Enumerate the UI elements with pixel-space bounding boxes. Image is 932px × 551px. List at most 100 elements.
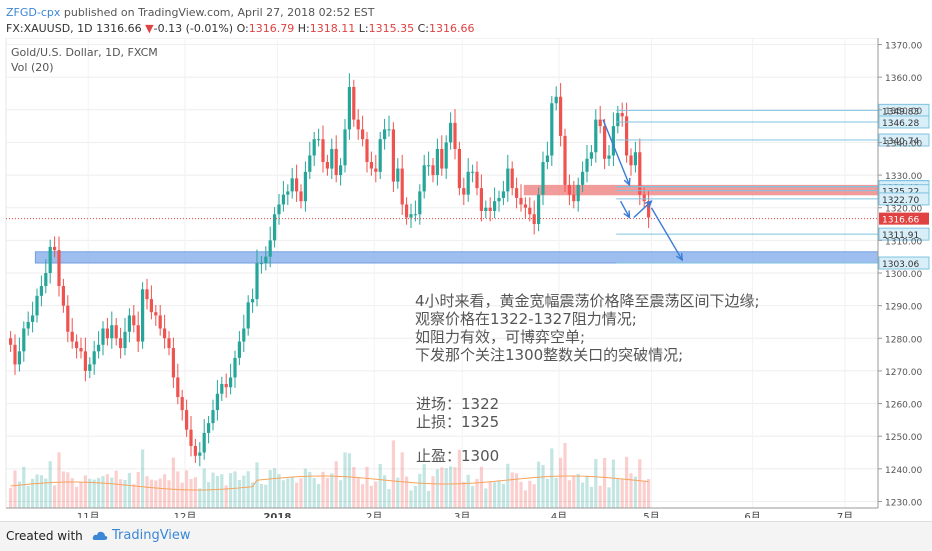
candle-body <box>497 197 501 202</box>
candle-body <box>356 119 360 130</box>
candle-body <box>114 325 118 339</box>
candle-body <box>576 184 580 202</box>
volume-bar <box>532 484 536 508</box>
volume-bar <box>167 480 171 508</box>
y-tick-label: 1270.00 <box>885 368 922 378</box>
volume-bar <box>48 461 52 508</box>
symbol-label: FX:XAUUSD, 1D <box>6 22 93 35</box>
candle-body <box>598 119 602 127</box>
tradingview-brand-link[interactable]: TradingView <box>112 528 191 543</box>
volume-bar <box>488 481 492 508</box>
volume-bar <box>79 482 83 508</box>
close-value: 1316.66 <box>428 22 475 35</box>
candle-body <box>171 348 175 378</box>
candle-body <box>616 113 620 127</box>
candle-body <box>493 201 497 211</box>
candle-body <box>559 96 563 136</box>
candle-body <box>422 165 426 192</box>
open-label: O: <box>236 22 249 35</box>
author-link[interactable]: ZFGD-cpx <box>6 6 61 19</box>
candle-body <box>92 351 96 365</box>
volume-bar <box>229 473 233 508</box>
volume-bar <box>541 465 545 508</box>
candle-body <box>638 152 642 195</box>
volume-bar <box>620 479 624 508</box>
candle-body <box>418 191 422 215</box>
candle-body <box>449 122 453 143</box>
volume-bar <box>308 472 312 508</box>
y-tick-label: 1230.00 <box>885 498 922 508</box>
candle-body <box>53 246 57 251</box>
volume-bar <box>26 485 30 508</box>
candle-body <box>594 119 598 153</box>
volume-bar <box>616 478 620 508</box>
volume-bar <box>510 472 514 508</box>
volume-bar <box>132 484 136 508</box>
volume-bar <box>114 470 118 508</box>
volume-bar <box>589 486 593 508</box>
candle-body <box>286 191 290 195</box>
candle-body <box>264 256 268 264</box>
ohlc-line: FX:XAUUSD, 1D 1316.66 ▼-0.13 (-0.01%) O:… <box>6 22 474 35</box>
candle-body <box>70 331 74 342</box>
candle-body <box>541 162 545 195</box>
candle-body <box>325 162 329 169</box>
annotation-line-2: 观察价格在1322-1327阻力情况; <box>415 310 637 328</box>
volume-bar <box>277 474 281 508</box>
candle-body <box>163 328 167 339</box>
candle-body <box>462 188 466 195</box>
price-chart[interactable]: 1349.831346.281340.741326.501326.431325.… <box>0 37 932 523</box>
volume-bar <box>136 472 140 508</box>
candle-body <box>339 165 343 176</box>
y-tick-label: 1320.00 <box>885 205 922 215</box>
volume-bar <box>123 480 127 508</box>
support-zone <box>34 251 879 264</box>
candle-body <box>251 299 255 303</box>
candle-body <box>488 207 492 211</box>
candle-body <box>365 139 369 163</box>
y-tick-label: 1300.00 <box>885 270 922 280</box>
candle-body <box>242 328 246 342</box>
footer-bar: Created with TradingView <box>0 521 932 551</box>
candle-body <box>273 214 277 241</box>
volume-bar <box>339 480 343 508</box>
candle-body <box>545 155 549 163</box>
stop-loss-line: 止损：1325 <box>416 413 499 431</box>
candle-body <box>13 344 17 365</box>
last-price-tag <box>879 212 929 225</box>
volume-bar <box>330 473 334 508</box>
volume-bar <box>22 466 26 508</box>
volume-bar <box>215 476 219 508</box>
candle-body <box>259 263 263 265</box>
candle-body <box>515 188 519 198</box>
candle-body <box>453 122 457 149</box>
candle-body <box>22 328 26 352</box>
x-tick-label: 12月 <box>174 511 197 518</box>
level-tag-label: 1346.28 <box>882 119 919 129</box>
volume-bar <box>453 467 457 508</box>
volume-bar <box>497 480 501 508</box>
volume-bar <box>369 485 373 508</box>
close-label: C: <box>417 22 429 35</box>
candle-body <box>501 191 505 198</box>
candle-body <box>158 315 162 329</box>
volume-bar <box>75 486 79 508</box>
candle-body <box>528 207 532 215</box>
candle-body <box>176 377 180 398</box>
chart-area[interactable]: 1349.831346.281340.741326.501326.431325.… <box>0 37 932 523</box>
volume-bar <box>625 456 629 508</box>
candle-body <box>466 171 470 195</box>
volume-bar <box>576 474 580 508</box>
candle-body <box>567 184 571 195</box>
volume-bar <box>101 476 105 508</box>
volume-bar <box>295 482 299 508</box>
x-tick-label: 6月 <box>744 511 760 518</box>
volume-bar <box>321 471 325 508</box>
candle-body <box>510 168 514 189</box>
volume-bar <box>343 452 347 508</box>
candle-body <box>506 168 510 192</box>
candle-body <box>572 194 576 202</box>
candle-body <box>141 289 145 342</box>
volume-bar <box>39 475 43 508</box>
volume-bar <box>563 443 567 508</box>
